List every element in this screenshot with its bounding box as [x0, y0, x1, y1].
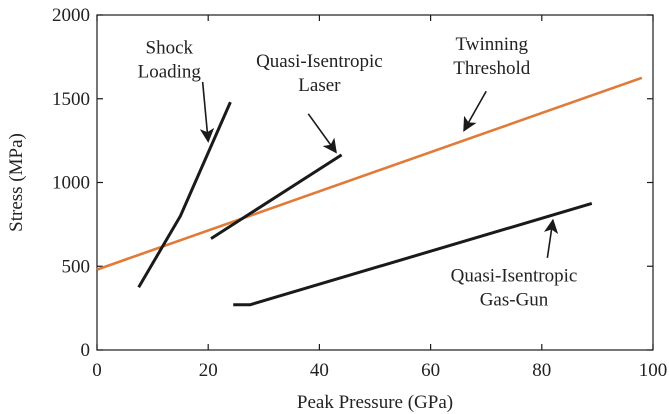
y-tick-label: 500 — [62, 256, 91, 277]
x-tick-label: 60 — [421, 360, 440, 381]
shock-label-line: Loading — [138, 62, 202, 83]
laser-label: Quasi-Isentropic Laser — [256, 51, 383, 96]
y-tick-label: 1500 — [52, 89, 90, 110]
shock-label: Shock Loading — [138, 38, 202, 83]
y-tick-label: 2000 — [52, 5, 90, 26]
y-tick-label: 1000 — [52, 173, 90, 194]
series-line-twinning — [96, 76, 643, 271]
laser-label-line: Laser — [298, 75, 341, 96]
shock-label-arrow — [199, 81, 215, 143]
gasgun-label-line: Gas-Gun — [480, 289, 549, 310]
twinning-label: Twinning Threshold — [453, 34, 531, 79]
gasgun-label: Quasi-Isentropic Gas-Gun — [451, 265, 578, 310]
series-line-shock — [137, 101, 232, 288]
gasgun-label-arrow — [543, 218, 559, 258]
gasgun-label-line: Quasi-Isentropic — [451, 265, 578, 286]
annotation-layer: Shock Loading Quasi-Isentropic Laser Twinnin… — [138, 34, 578, 310]
twinning-label-line: Twinning — [455, 34, 528, 55]
x-tick-label: 0 — [92, 360, 102, 381]
series-line-gasgun — [233, 201, 593, 307]
series-line-laser — [210, 153, 343, 240]
laser-label-line: Quasi-Isentropic — [256, 51, 383, 72]
laser-label-arrow — [307, 113, 337, 154]
x-axis-title: Peak Pressure (GPa) — [297, 392, 453, 413]
twinning-label-line: Threshold — [453, 58, 531, 79]
x-tick-label: 40 — [310, 360, 329, 381]
y-tick-label: 0 — [81, 340, 91, 361]
y-axis-title: Stress (MPa) — [6, 133, 27, 232]
x-tick-label: 20 — [199, 360, 218, 381]
x-tick-label: 100 — [639, 360, 668, 381]
twinning-label-arrow — [463, 90, 487, 132]
shock-label-line: Shock — [146, 38, 194, 59]
x-tick-label: 80 — [532, 360, 551, 381]
